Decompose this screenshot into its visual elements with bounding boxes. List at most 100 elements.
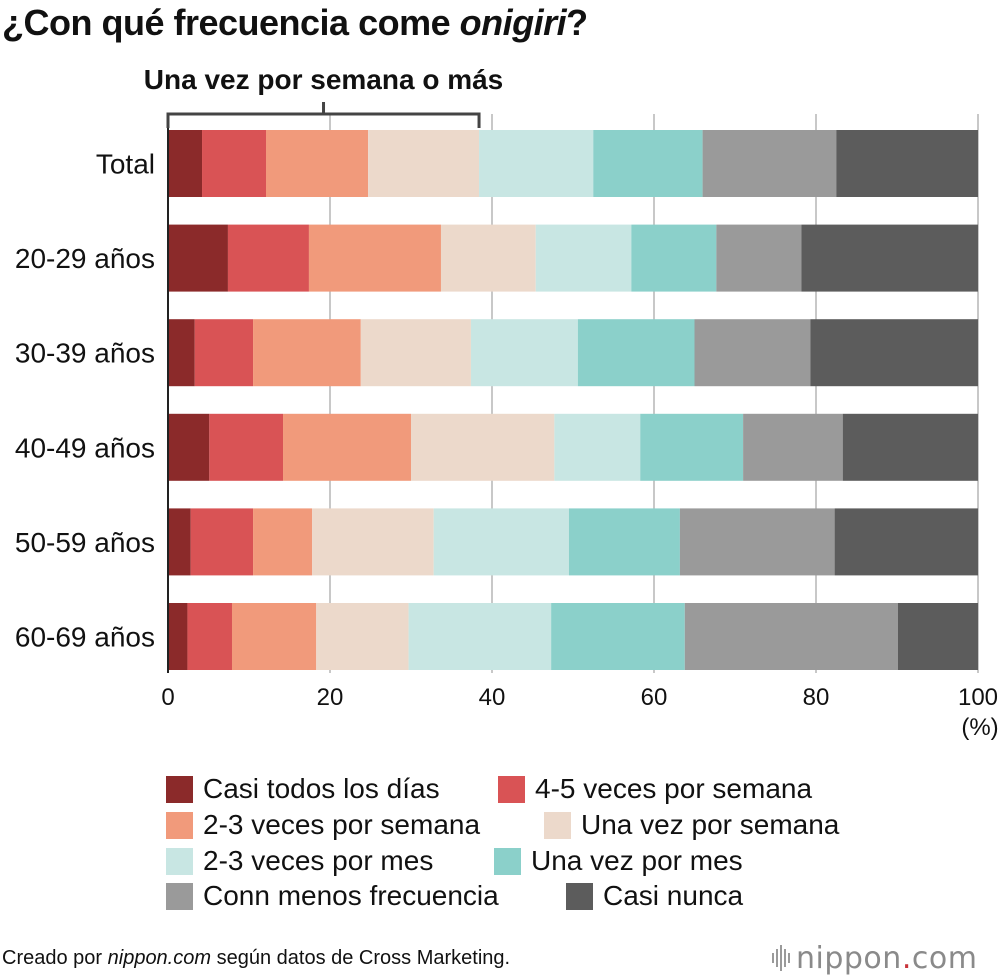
bar-segment	[743, 413, 843, 481]
bar-segment	[194, 319, 254, 387]
legend-item-2-3-veces-por-mes: 2-3 veces por mes	[166, 845, 434, 876]
bar-segment	[168, 130, 203, 197]
category-label: 30-39 años	[15, 338, 155, 369]
bar-segment	[433, 508, 569, 576]
legend-label: 2-3 veces por mes	[203, 845, 434, 876]
chart-title-suffix: ?	[566, 2, 588, 43]
nippon-logo: nippon. com	[772, 940, 977, 976]
chart-title-text: ¿Con qué frecuencia come	[2, 2, 460, 43]
legend-label: Una vez por semana	[581, 809, 840, 840]
bar-segment	[551, 603, 685, 670]
bar-segment	[684, 603, 898, 670]
bar-segment	[312, 508, 434, 576]
legend-item-una-vez-por-semana: Una vez por semana	[544, 809, 840, 840]
category-label: 50-59 años	[15, 527, 155, 558]
bar-segment	[897, 603, 978, 670]
bar-segment	[694, 319, 811, 387]
legend-label: 2-3 veces por semana	[203, 809, 481, 840]
bar-segment	[190, 508, 254, 576]
bar-segment	[187, 603, 232, 670]
bar-segment	[408, 603, 552, 670]
logo-name: nippon	[796, 940, 902, 976]
legend-swatch	[544, 811, 571, 839]
x-tick-label: 0	[161, 684, 174, 711]
bar-segment	[842, 413, 978, 481]
legend-swatch	[494, 847, 521, 875]
bar-segment	[836, 130, 978, 197]
bar-segment	[168, 319, 195, 387]
category-label: 60-69 años	[15, 622, 155, 653]
source-note: Creado por nippon.com según datos de Cro…	[2, 947, 510, 970]
x-tick-label: 40	[479, 684, 506, 711]
chart-title-emphasis: onigiri	[459, 2, 567, 43]
stacked-bar-chart: Total 20-29 años 30-39 años 40-49 años 50-59…	[15, 64, 999, 741]
bar-segment	[577, 319, 695, 387]
bar-segment	[479, 130, 594, 197]
bar-segment	[801, 224, 978, 292]
legend-label: Una vez por mes	[531, 845, 743, 876]
legend-swatch	[166, 847, 193, 875]
category-label: 20-29 años	[15, 243, 155, 274]
bar-segment	[253, 319, 361, 387]
bar-segment	[470, 319, 578, 387]
bracket-line	[166, 112, 481, 128]
legend-swatch	[166, 775, 193, 803]
chart-title: ¿Con qué frecuencia come onigiri?	[2, 2, 588, 44]
x-tick-label: 100	[958, 684, 998, 711]
x-tick-label: 20	[317, 684, 344, 711]
x-tick-label: 60	[641, 684, 668, 711]
legend-label: 4-5 veces por semana	[535, 773, 813, 804]
bar-segment	[640, 413, 744, 481]
legend-item-4-5-veces-por-semana: 4-5 veces por semana	[498, 773, 813, 804]
bar-segment	[253, 508, 313, 576]
x-tick-label: 80	[803, 684, 830, 711]
bar-segment	[834, 508, 978, 576]
bar-segment	[411, 413, 555, 481]
bracket-label: Una vez por semana o más	[144, 64, 503, 95]
legend-item-casi-nunca: Casi nunca	[566, 880, 744, 911]
source-prefix: Creado por	[2, 947, 108, 969]
bar-segment	[227, 224, 309, 292]
bar-segment	[554, 413, 641, 481]
bar-segment	[209, 413, 284, 481]
bar-segment	[679, 508, 835, 576]
legend-label: Casi todos los días	[203, 773, 440, 804]
bar-segment	[716, 224, 802, 292]
bar-segment	[168, 224, 228, 292]
bar-segment	[202, 130, 267, 197]
legend-item-2-3-veces-por-semana: 2-3 veces por semana	[166, 809, 481, 840]
bar-segment	[368, 130, 480, 197]
x-unit-label: (%)	[961, 714, 998, 741]
legend-label: Casi nunca	[603, 880, 744, 911]
bar-segment	[168, 603, 188, 670]
legend-swatch	[566, 882, 593, 910]
legend-swatch	[166, 811, 193, 839]
logo-tld: com	[911, 940, 978, 976]
source-site: nippon.com	[107, 947, 212, 969]
category-label: 40-49 años	[15, 432, 155, 463]
bar-segment	[308, 224, 441, 292]
bar-segment	[568, 508, 680, 576]
bar-segment	[283, 413, 411, 481]
legend-swatch	[498, 775, 525, 803]
legend-item-una-vez-por-mes: Una vez por mes	[494, 845, 743, 876]
legend-item-conn-menos-frecuencia: Conn menos frecuencia	[166, 880, 499, 911]
category-label: Total	[96, 149, 155, 180]
bar-segment	[810, 319, 978, 387]
bar-segment	[231, 603, 317, 670]
logo-mark-icon	[772, 945, 790, 971]
bar-segment	[702, 130, 837, 197]
bar-segment	[168, 508, 191, 576]
bar-segment	[168, 413, 210, 481]
bar-segment	[316, 603, 409, 670]
bar-segment	[535, 224, 632, 292]
legend-swatch	[166, 882, 193, 910]
bar-segment	[360, 319, 471, 387]
legend-item-casi-todos-los-dias: Casi todos los días	[166, 773, 440, 804]
bar-segment	[440, 224, 536, 292]
source-suffix: según datos de Cross Marketing.	[211, 947, 511, 969]
logo-dot: .	[901, 940, 912, 976]
bar-segment	[631, 224, 717, 292]
bar-segment	[266, 130, 369, 197]
legend-label: Conn menos frecuencia	[203, 880, 499, 911]
